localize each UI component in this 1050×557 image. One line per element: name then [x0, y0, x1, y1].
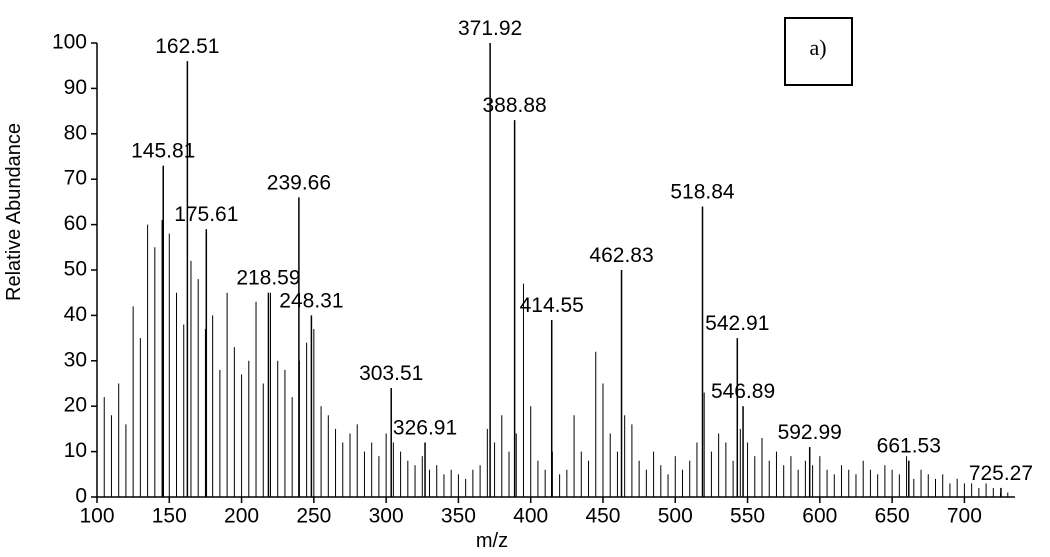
- peak-label: 661.53: [877, 435, 941, 458]
- peak-label: 145.81: [131, 140, 195, 163]
- x-tick-label: 550: [730, 505, 765, 528]
- x-tick-label: 100: [79, 505, 114, 528]
- y-tick-label: 100: [52, 31, 87, 54]
- y-axis-title: Relative Abundance: [3, 123, 25, 301]
- peak-label: 518.84: [670, 180, 735, 203]
- x-axis-title: m/z: [476, 530, 508, 552]
- y-tick-label: 40: [64, 303, 87, 326]
- y-tick-label: 20: [64, 394, 87, 417]
- x-tick-label: 200: [224, 505, 259, 528]
- peak-label: 162.51: [155, 35, 219, 58]
- x-tick-label: 700: [947, 505, 982, 528]
- peak-label: 542.91: [705, 312, 769, 335]
- x-tick-label: 250: [296, 505, 331, 528]
- y-tick-label: 70: [64, 167, 87, 190]
- peak-label: 248.31: [279, 289, 343, 312]
- peak-label: 462.83: [589, 244, 653, 267]
- x-tick-label: 300: [369, 505, 404, 528]
- x-tick-label: 450: [585, 505, 620, 528]
- peak-label: 725.27: [969, 462, 1033, 485]
- peak-label: 546.89: [711, 380, 775, 403]
- y-tick-label: 10: [64, 439, 87, 462]
- y-tick-label: 60: [64, 212, 87, 235]
- y-tick-label: 30: [64, 348, 87, 371]
- y-tick-label: 80: [64, 121, 87, 144]
- x-tick-label: 400: [513, 505, 548, 528]
- peak-label: 175.61: [174, 203, 238, 226]
- peak-label: 218.59: [236, 267, 300, 290]
- x-tick-label: 150: [152, 505, 187, 528]
- peak-label: 371.92: [458, 17, 522, 40]
- peak-label: 303.51: [359, 362, 423, 385]
- peak-label: 388.88: [483, 94, 547, 117]
- y-tick-label: 90: [64, 76, 87, 99]
- x-tick-label: 600: [802, 505, 837, 528]
- peak-label: 326.91: [393, 417, 457, 440]
- peak-label: 414.55: [520, 294, 584, 317]
- x-tick-label: 350: [441, 505, 476, 528]
- y-tick-label: 50: [64, 258, 87, 281]
- peak-label: 592.99: [778, 421, 842, 444]
- x-tick-label: 500: [658, 505, 693, 528]
- panel-box: [784, 17, 853, 86]
- x-tick-label: 650: [875, 505, 910, 528]
- panel-label: a): [809, 35, 826, 60]
- y-tick-label: 0: [75, 485, 87, 508]
- peak-label: 239.66: [267, 171, 331, 194]
